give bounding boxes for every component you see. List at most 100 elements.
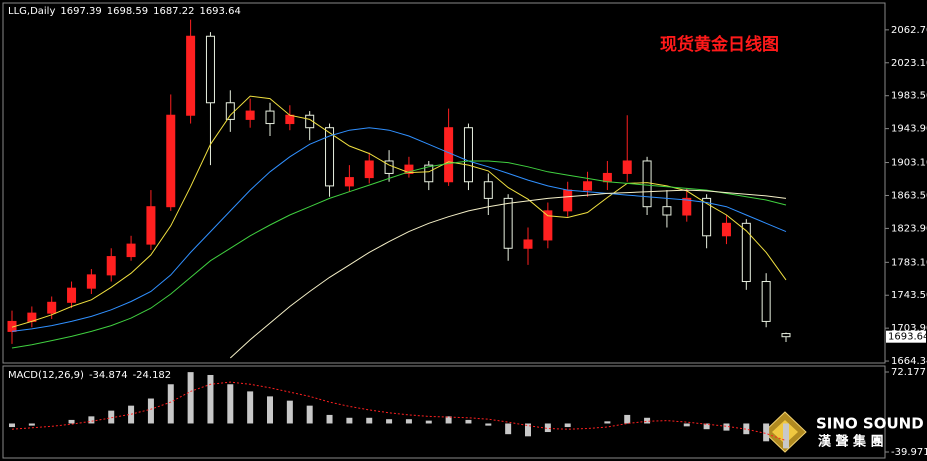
logo: SINO SOUND 漢 聲 集 團 (763, 411, 924, 453)
chart-header: LLG,Daily 1697.39 1698.59 1687.22 1693.64 (8, 6, 241, 17)
candle-body (781, 333, 791, 338)
macd-bar (485, 423, 492, 426)
macd-bar (525, 423, 531, 437)
macd-bar (703, 423, 710, 430)
y-tick-label: 1703.90 (891, 323, 927, 334)
candle-body (205, 35, 215, 104)
header-value: 1687.22 (153, 6, 194, 17)
candle-body (166, 114, 176, 208)
macd-bar (88, 416, 95, 424)
candle-body (761, 281, 771, 322)
macd-panel (2, 365, 886, 459)
macd-bar (167, 384, 174, 424)
logo-subtitle: 漢 聲 集 團 (818, 434, 884, 450)
y-tick-label: 2062.70 (891, 25, 927, 36)
candle-body (583, 181, 593, 191)
macd-bar (763, 423, 770, 442)
candle-body (126, 243, 136, 258)
macd-bar (604, 421, 611, 424)
chart-title: MACD(12,26,9) (8, 370, 84, 381)
header-value: 1697.39 (60, 6, 101, 17)
candle-body (285, 114, 295, 125)
candle-body (186, 35, 196, 116)
candle-body (463, 127, 473, 183)
macd-bar (68, 419, 75, 424)
macd-bar (28, 423, 35, 426)
candle-body (344, 177, 354, 187)
candle-body (325, 127, 335, 187)
header-value: 1693.64 (199, 6, 240, 17)
macd-bar (207, 374, 214, 424)
annotation: 现货黄金日线图 (660, 34, 779, 55)
macd-bar (723, 423, 730, 431)
macd-bar (544, 423, 551, 433)
macd-bar (683, 423, 690, 427)
macd-bar (405, 419, 412, 424)
candle-body (483, 181, 493, 199)
macd-bar (147, 398, 154, 424)
candle-body (642, 160, 652, 208)
macd-bar (247, 391, 254, 424)
candle-body (622, 160, 632, 174)
candle-body (444, 127, 454, 183)
line (11, 127, 787, 332)
candle-body (523, 239, 533, 249)
line (229, 189, 787, 359)
header-value: -24.182 (133, 370, 172, 381)
y-tick-label: 1983.50 (891, 91, 927, 102)
macd-bar (227, 384, 234, 424)
macd-bar (465, 419, 472, 424)
macd-bar (445, 416, 452, 424)
candle-body (424, 164, 434, 183)
macd-bar (306, 405, 313, 424)
header-value: 1698.59 (107, 6, 148, 17)
y-tick-label: 1903.10 (891, 158, 927, 169)
candle-body (702, 197, 712, 237)
macd-bar (366, 417, 373, 424)
candle-body (47, 301, 57, 314)
candle-body (86, 274, 96, 289)
candle-body (404, 164, 414, 174)
macd-bar (267, 396, 273, 424)
line (11, 95, 787, 328)
candle-body (225, 102, 235, 120)
y-tick-label: 1783.10 (891, 257, 927, 268)
candle-body (245, 110, 255, 120)
candle-body (106, 256, 116, 276)
macd-bar (783, 423, 789, 449)
candle-body (602, 172, 612, 183)
candle-body (364, 160, 374, 179)
candle-body (543, 210, 553, 241)
y-tick-label: 1823.90 (891, 223, 927, 234)
chart-title: LLG,Daily (8, 6, 55, 17)
y-tick-label: 2023.10 (891, 58, 927, 69)
line (11, 381, 787, 442)
y-tick-label: 1743.50 (891, 290, 927, 301)
macd-bar (505, 423, 512, 435)
y-tick-label: -39.971 (891, 447, 927, 458)
price-tag (886, 330, 926, 343)
macd-bar (187, 372, 194, 424)
macd-bar (346, 417, 353, 424)
candle-body (146, 206, 156, 245)
macd-bar (743, 423, 750, 435)
chart-header: MACD(12,26,9) -34.874 -24.182 (8, 370, 171, 381)
macd-bar (9, 423, 15, 428)
candle-body (682, 197, 692, 216)
price-label: 1693.64 (888, 332, 927, 343)
main-panel (2, 2, 886, 364)
candle-body (563, 189, 573, 212)
candle-body (384, 160, 394, 174)
candle-body (662, 206, 672, 216)
line (11, 160, 787, 349)
header-value: -34.874 (89, 370, 128, 381)
logo-name: SINO SOUND (816, 415, 924, 433)
y-tick-label: 1664.34 (891, 356, 927, 367)
macd-bar (564, 423, 571, 428)
y-tick-label: 72.177 (891, 367, 926, 378)
candle-body (741, 222, 751, 283)
candle-body (265, 110, 275, 125)
candle-body (503, 197, 513, 249)
macd-bar (386, 419, 393, 424)
